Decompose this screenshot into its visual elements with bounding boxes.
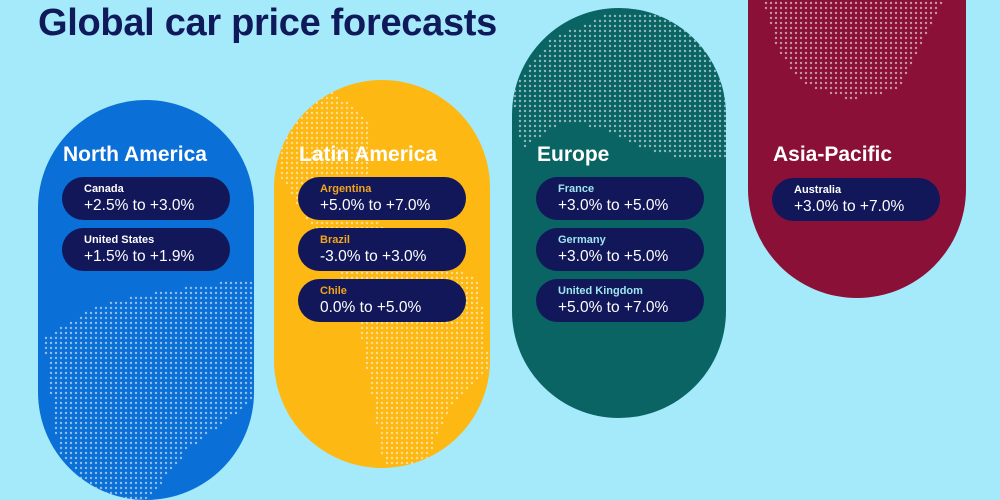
europe-map-icon (513, 9, 726, 158)
forecast-card-australia: Australia +3.0% to +7.0% (772, 178, 940, 221)
forecast-card-canada: Canada +2.5% to +3.0% (62, 177, 230, 220)
forecast-card-france: France +3.0% to +5.0% (536, 177, 704, 220)
south-america-map-icon (280, 81, 489, 465)
region-asia-pacific: Asia-Pacific Australia +3.0% to +7.0% (748, 0, 966, 298)
forecast-range: +2.5% to +3.0% (84, 197, 195, 214)
country-name: Chile (320, 285, 347, 297)
region-latin-america: Latin America Argentina +5.0% to +7.0% B… (274, 80, 490, 468)
forecast-range: +1.5% to +1.9% (84, 248, 195, 265)
country-name: Argentina (320, 183, 372, 195)
country-name: United Kingdom (558, 285, 643, 297)
forecast-range: 0.0% to +5.0% (320, 299, 422, 316)
country-name: Canada (84, 183, 124, 195)
page-title: Global car price forecasts (38, 2, 497, 44)
country-name: Brazil (320, 234, 350, 246)
region-europe: Europe France +3.0% to +5.0% Germany +3.… (512, 8, 726, 418)
region-name-latin-america: Latin America (299, 143, 438, 166)
forecast-range: -3.0% to +3.0% (320, 248, 427, 265)
region-name-europe: Europe (537, 143, 610, 166)
forecast-card-united-kingdom: United Kingdom +5.0% to +7.0% (536, 279, 704, 322)
north-america-map-icon (44, 281, 253, 500)
country-name: United States (84, 234, 155, 246)
forecast-range: +5.0% to +7.0% (558, 299, 669, 316)
forecast-card-germany: Germany +3.0% to +5.0% (536, 228, 704, 271)
forecast-range: +3.0% to +7.0% (794, 198, 905, 215)
country-name: France (558, 183, 595, 195)
forecast-card-brazil: Brazil -3.0% to +3.0% (298, 228, 466, 271)
forecast-card-united-states: United States +1.5% to +1.9% (62, 228, 230, 271)
forecast-card-argentina: Argentina +5.0% to +7.0% (298, 177, 466, 220)
forecast-card-chile: Chile 0.0% to +5.0% (298, 279, 466, 322)
country-name: Germany (558, 234, 606, 246)
forecast-range: +3.0% to +5.0% (558, 197, 669, 214)
forecast-range: +3.0% to +5.0% (558, 248, 669, 265)
region-name-north-america: North America (63, 143, 207, 166)
region-name-asia-pacific: Asia-Pacific (773, 143, 893, 166)
forecast-range: +5.0% to +7.0% (320, 197, 431, 214)
country-name: Australia (794, 184, 842, 196)
region-north-america: North America Canada +2.5% to +3.0% Unit… (38, 100, 254, 500)
australia-map-icon (764, 1, 943, 100)
